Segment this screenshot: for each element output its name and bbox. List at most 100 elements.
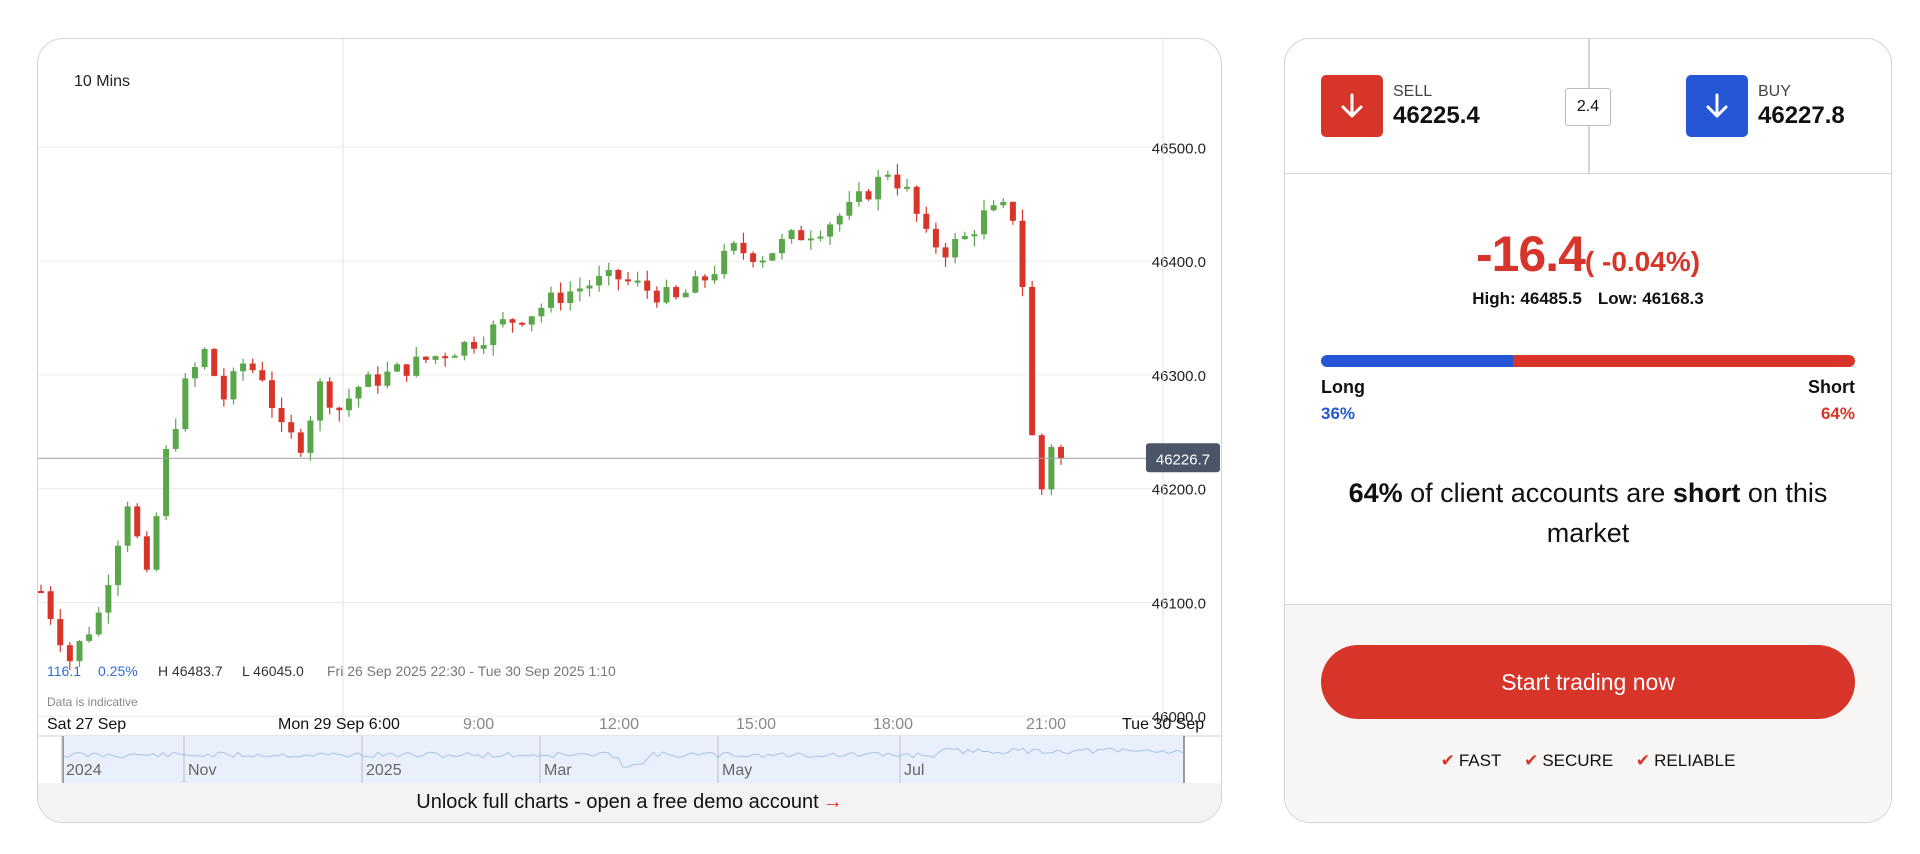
candle-body	[240, 363, 247, 372]
low-value: Low: 46168.3	[1597, 289, 1704, 308]
candle-body	[1000, 201, 1007, 206]
candle-body	[567, 291, 574, 303]
candle-body	[538, 307, 545, 317]
candle-body	[634, 280, 641, 283]
candle-body	[682, 292, 689, 298]
candle-body	[230, 371, 237, 400]
spread-badge: 2.4	[1565, 88, 1611, 126]
candle-body	[326, 381, 333, 408]
candle-body	[673, 287, 680, 298]
daily-change: -16.4( -0.04%) High: 46485.5 Low: 46168.3	[1285, 175, 1891, 309]
y-tick-label: 46100.0	[1152, 595, 1206, 612]
navigator-label: Mar	[544, 762, 572, 779]
candle-body	[576, 288, 583, 292]
candle-body	[846, 201, 853, 216]
candle-body	[201, 348, 208, 368]
unlock-charts-link[interactable]: Unlock full charts - open a free demo ac…	[38, 783, 1221, 822]
feature-secure: ✔ SECURE	[1524, 751, 1613, 771]
candle-body	[692, 276, 699, 293]
candle-body	[769, 253, 776, 261]
candle-body	[1048, 447, 1055, 490]
candle-body	[403, 364, 410, 376]
long-label: Long	[1321, 377, 1365, 397]
x-tick-label: 21:00	[1026, 716, 1066, 733]
price-row: SELL 46225.4 2.4 BUY 46227.8	[1285, 39, 1891, 174]
candle-body	[932, 228, 939, 248]
buy-price: 46227.8	[1758, 102, 1845, 129]
candle-body	[288, 422, 295, 433]
sell-price: 46225.4	[1393, 102, 1480, 129]
start-trading-button[interactable]: Start trading now	[1321, 645, 1855, 719]
candle-body	[740, 242, 747, 254]
candle-body	[86, 634, 93, 641]
candle-body	[875, 176, 882, 200]
candle-body	[47, 591, 54, 620]
sell-label: SELL	[1393, 83, 1433, 100]
candle-body	[499, 319, 506, 325]
candle-body	[894, 174, 901, 189]
short-percent: 64%	[1820, 404, 1855, 423]
x-tick-label: Tue 30 Sep	[1122, 716, 1204, 733]
candle-body	[759, 260, 766, 263]
sell-arrow-box	[1321, 75, 1383, 137]
candle-body	[1009, 201, 1016, 221]
unlock-text: Unlock full charts - open a free demo ac…	[416, 791, 819, 813]
current-price-label: 46226.7	[1156, 451, 1210, 468]
candle-body	[471, 341, 478, 349]
candle-body	[519, 322, 526, 325]
navigator-label: 2024	[66, 762, 102, 779]
candle-body	[394, 364, 401, 372]
candle-body	[817, 236, 824, 239]
candle-body	[981, 210, 988, 235]
x-tick-label: 9:00	[463, 716, 494, 733]
candle-body	[605, 269, 612, 277]
candle-body	[114, 545, 121, 586]
feature-label: SECURE	[1542, 751, 1614, 770]
message-direction: short	[1672, 478, 1741, 508]
candle-body	[721, 250, 728, 275]
buy-button[interactable]: BUY 46227.8	[1686, 75, 1845, 137]
candle-body	[528, 316, 535, 325]
candle-body	[307, 420, 314, 453]
candle-body	[278, 408, 285, 423]
stat-range: Fri 26 Sep 2025 22:30 - Tue 30 Sep 2025 …	[327, 663, 616, 679]
change-percent: ( -0.04%)	[1584, 246, 1701, 277]
sell-button[interactable]: SELL 46225.4	[1321, 75, 1480, 137]
navigator-label: May	[722, 762, 752, 779]
message-percent: 64%	[1348, 478, 1403, 508]
candle-body	[442, 356, 449, 359]
stat-change-percent: 0.25%	[98, 663, 138, 679]
candle-body	[557, 292, 564, 303]
candle-body	[855, 191, 862, 202]
candle-body	[942, 247, 949, 258]
sentiment-message: 64% of client accounts are short on this…	[1321, 473, 1855, 553]
candle-body	[913, 186, 920, 214]
message-end: on this market	[1546, 478, 1828, 548]
candle-body	[211, 348, 218, 376]
arrow-down-icon	[1341, 93, 1363, 118]
sentiment-short-segment	[1513, 355, 1855, 367]
short-label: Short	[1808, 377, 1855, 397]
y-tick-label: 46000.0	[1152, 709, 1206, 726]
candle-body	[355, 386, 362, 399]
navigator-label: Jul	[904, 762, 924, 779]
candle-body	[249, 363, 256, 371]
candle-body	[57, 619, 64, 646]
trade-panel: SELL 46225.4 2.4 BUY 46227.8 -16.4( -0.0…	[1284, 38, 1892, 823]
feature-list: ✔ FAST ✔ SECURE ✔ RELIABLE	[1285, 751, 1891, 771]
candle-body	[76, 640, 83, 662]
candle-body	[480, 345, 487, 349]
candle-body	[153, 516, 160, 570]
candle-body	[653, 290, 660, 303]
change-value: -16.4	[1475, 226, 1586, 282]
candle-body	[259, 370, 266, 381]
candle-body	[884, 174, 891, 177]
price-chart[interactable]: 46000.0 46100.0 46200.0 46300.0 46400.0 46500…	[38, 39, 1222, 784]
sentiment-bar	[1321, 355, 1855, 367]
candle-body	[105, 585, 112, 613]
high-value: High: 46485.5	[1472, 289, 1582, 308]
candle-body	[624, 279, 631, 282]
data-disclaimer: Data is indicative	[47, 695, 138, 709]
sentiment-long-segment	[1321, 355, 1514, 367]
feature-fast: ✔ FAST	[1441, 751, 1502, 771]
